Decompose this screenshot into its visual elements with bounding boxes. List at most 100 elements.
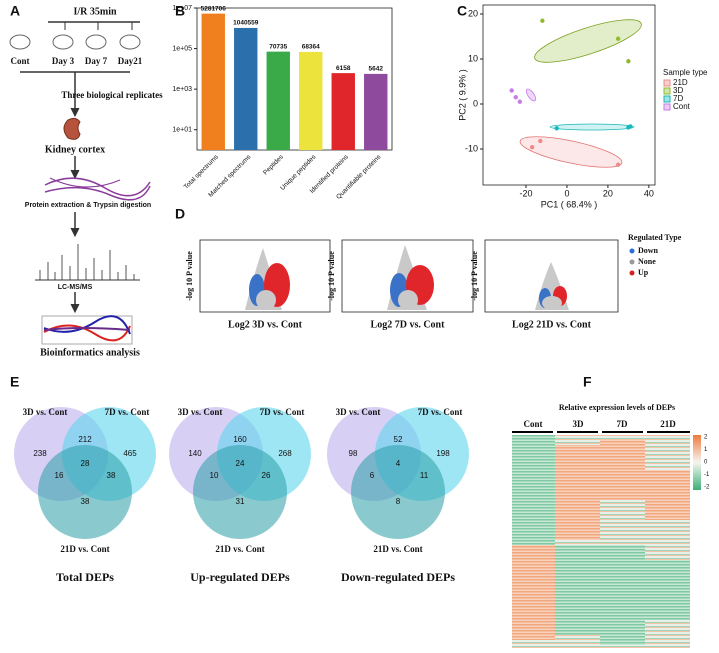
set-label: 3D vs. Cont <box>178 407 223 417</box>
venn-count: 465 <box>123 449 137 458</box>
venn-count: 140 <box>188 449 202 458</box>
volcano-x-label: Log2 21D vs. Cont <box>512 319 592 330</box>
venn-title: Up-regulated DEPs <box>190 570 290 584</box>
volcano-y-label: -log 10 P value <box>327 251 336 301</box>
value-label: 5281706 <box>201 5 227 12</box>
bar <box>266 51 290 150</box>
heatmap-art <box>512 431 701 648</box>
legend-swatch <box>663 95 671 103</box>
y-tick-label: 1e+01 <box>172 127 192 134</box>
set-label: 21D vs. Cont <box>60 544 109 554</box>
group-label: Day 7 <box>85 56 108 66</box>
group-label: Cont <box>10 56 29 66</box>
volcano-clouds <box>199 239 619 313</box>
x-axis-label: PC1 ( 68.4% ) <box>541 199 598 209</box>
legend-label: None <box>638 257 656 266</box>
column-label: Cont <box>523 419 542 429</box>
value-label: 70735 <box>269 43 287 50</box>
scale-tick: -2 <box>704 485 710 491</box>
venn-count: 38 <box>107 471 116 480</box>
bar <box>234 27 258 150</box>
scale-tick: 1 <box>704 447 708 453</box>
set-label: 3D vs. Cont <box>23 407 68 417</box>
group-label: Day21 <box>118 56 143 66</box>
legend-swatch <box>663 79 671 87</box>
venn-count: 98 <box>349 449 358 458</box>
pca-ellipses <box>519 19 642 168</box>
venn-set <box>38 445 132 539</box>
venn-count: 268 <box>278 449 292 458</box>
value-label: 1040559 <box>233 20 259 27</box>
x-tick-label: Peptides <box>262 153 285 176</box>
set-label: 21D vs. Cont <box>373 544 422 554</box>
value-label: 68364 <box>302 44 320 51</box>
point <box>628 124 633 129</box>
venn-count: 10 <box>210 471 219 480</box>
legend-swatch <box>663 87 671 95</box>
point <box>626 59 631 64</box>
y-tick-label: 1e+07 <box>172 5 192 12</box>
plot-frame <box>196 7 393 151</box>
x-tick-label: -20 <box>519 188 532 198</box>
panel-label: D <box>175 206 185 222</box>
workflow-art <box>9 21 151 345</box>
venn-title: Down-regulated DEPs <box>341 570 455 584</box>
panel-label: A <box>10 3 20 19</box>
scale-tick: -1 <box>704 472 710 478</box>
point <box>513 95 518 100</box>
venn-set <box>193 445 287 539</box>
venn-count: 31 <box>236 497 245 506</box>
y-tick-label: 20 <box>468 8 478 18</box>
volcano-x-label: Log2 7D vs. Cont <box>371 319 446 330</box>
y-tick-label: 10 <box>468 53 478 63</box>
y-tick-label: 1e+03 <box>172 86 192 93</box>
x-tick-label: 20 <box>603 188 613 198</box>
y-tick-label: 1e+05 <box>172 45 192 52</box>
group-label: Day 3 <box>52 56 75 66</box>
legend-dot <box>629 259 635 265</box>
venn-count: 26 <box>262 471 271 480</box>
bar <box>299 51 323 150</box>
legend-label: Up <box>638 268 649 277</box>
panel-label: B <box>175 3 185 19</box>
legend-dot <box>629 270 635 276</box>
venn-title: Total DEPs <box>56 570 114 584</box>
venn-count: 238 <box>33 449 47 458</box>
venn-count: 212 <box>78 435 92 444</box>
heatmap-title: Relative expression levels of DEPs <box>559 403 675 412</box>
y-tick-label: -10 <box>465 143 478 153</box>
extraction: Protein extraction & Trypsin digestion <box>25 202 151 209</box>
set-label: 21D vs. Cont <box>215 544 264 554</box>
y-axis-label: PC2 ( 9.9% ) <box>457 69 467 121</box>
volcano-y-label: -log 10 P value <box>470 251 479 301</box>
point <box>540 18 545 23</box>
column-label: 7D <box>617 419 629 429</box>
point <box>615 36 621 41</box>
column-label: 3D <box>573 419 585 429</box>
venn-count: 16 <box>55 471 64 480</box>
volcano-y-label: -log 10 P value <box>185 251 194 301</box>
legend-label: 3D <box>673 86 683 95</box>
ms: LC-MS/MS <box>58 284 93 291</box>
venn-count: 28 <box>81 459 90 468</box>
venn-count: 6 <box>370 471 375 480</box>
tissue: Kidney cortex <box>45 144 105 155</box>
point <box>538 138 543 144</box>
bar <box>364 73 388 150</box>
x-tick-label: 0 <box>564 188 569 198</box>
legend-title: Sample type <box>663 68 708 77</box>
legend-title: Regulated Type <box>628 233 682 242</box>
venn-count: 8 <box>396 497 401 506</box>
volcano-x-label: Log2 3D vs. Cont <box>228 319 303 330</box>
replicates: Three biological replicates <box>61 90 163 100</box>
legend-label: 21D <box>673 78 688 87</box>
bar <box>331 73 355 150</box>
venn-count: 11 <box>420 471 429 480</box>
legend-dot <box>629 248 635 254</box>
legend-label: Cont <box>673 102 691 111</box>
column-label: 21D <box>660 419 676 429</box>
point <box>517 99 523 104</box>
point <box>554 126 559 131</box>
venn-count: 4 <box>396 459 401 468</box>
